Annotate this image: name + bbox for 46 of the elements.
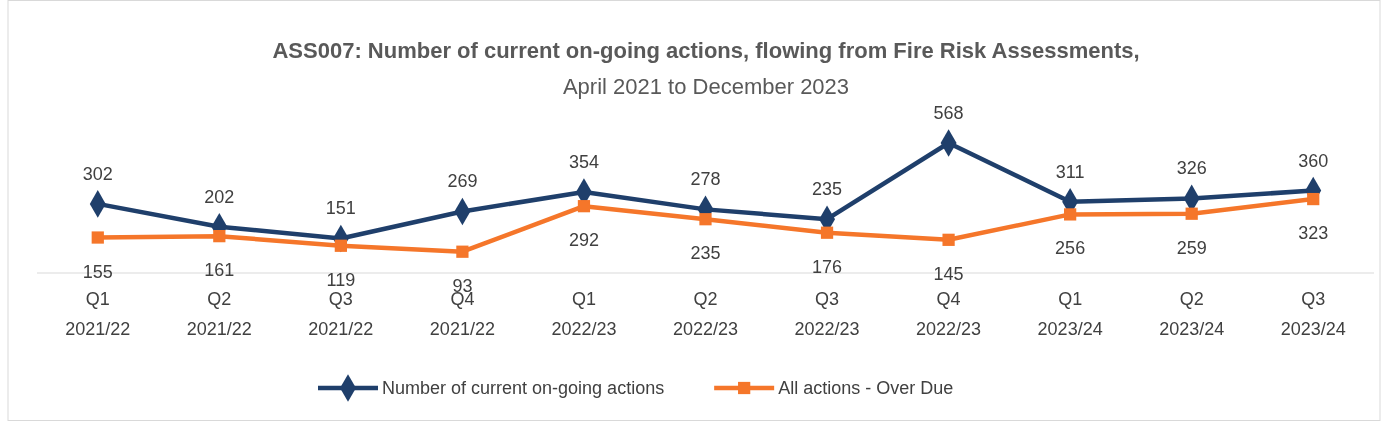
- point: [1064, 208, 1077, 221]
- data-label: 235: [812, 179, 843, 200]
- data-label: 119: [326, 269, 356, 290]
- data-label: 292: [568, 230, 599, 251]
- x-tick-label: Q2 2022/23: [672, 289, 739, 339]
- x-tick-label: Q1 2023/24: [1037, 289, 1103, 339]
- data-label: 326: [1176, 158, 1207, 179]
- chart-title: ASS007: Number of current on-going actions, flowing from Fire Risk Assessments,: [272, 38, 1140, 63]
- data-label: 568: [933, 103, 964, 123]
- point: [820, 226, 834, 239]
- x-tick-label: Q3 2021/22: [308, 289, 374, 339]
- data-label: 161: [204, 260, 235, 281]
- point: [334, 239, 347, 252]
- x-tick-label: Q2 2021/22: [186, 289, 252, 339]
- legend-label: All actions - Over Due: [778, 378, 954, 398]
- data-label: 269: [447, 171, 478, 192]
- point: [1185, 207, 1198, 220]
- x-tick-label: Q3 2023/24: [1280, 289, 1346, 339]
- data-label: 256: [1055, 238, 1086, 259]
- data-label: 360: [1298, 150, 1329, 171]
- data-label: 155: [82, 261, 113, 282]
- point: [456, 245, 469, 258]
- data-label: 259: [1176, 237, 1207, 258]
- data-label: 323: [1298, 223, 1329, 244]
- point: [699, 213, 712, 226]
- point: [1307, 192, 1320, 206]
- data-label: 278: [690, 169, 721, 190]
- point: [91, 231, 104, 244]
- data-label: 354: [568, 151, 599, 172]
- data-label: 176: [812, 256, 843, 277]
- x-tick-label: Q2 2023/24: [1159, 289, 1225, 339]
- chart-subtitle: April 2021 to December 2023: [562, 74, 850, 99]
- x-tick-label: Q1 2021/22: [65, 289, 131, 339]
- data-label: 311: [1055, 161, 1085, 182]
- point: [577, 200, 591, 213]
- point: [942, 233, 955, 246]
- data-label: 145: [933, 263, 964, 284]
- data-label: 151: [325, 198, 356, 219]
- point: [213, 230, 226, 243]
- x-tick-label: Q3 2022/23: [794, 289, 860, 339]
- data-label: 235: [690, 243, 721, 264]
- x-tick-label: Q1 2022/23: [551, 289, 617, 339]
- data-label: 202: [204, 186, 235, 207]
- x-tick-label: Q4 2022/23: [916, 289, 982, 339]
- data-label: 302: [82, 163, 113, 184]
- legend-label: Number of current on-going actions: [382, 378, 665, 398]
